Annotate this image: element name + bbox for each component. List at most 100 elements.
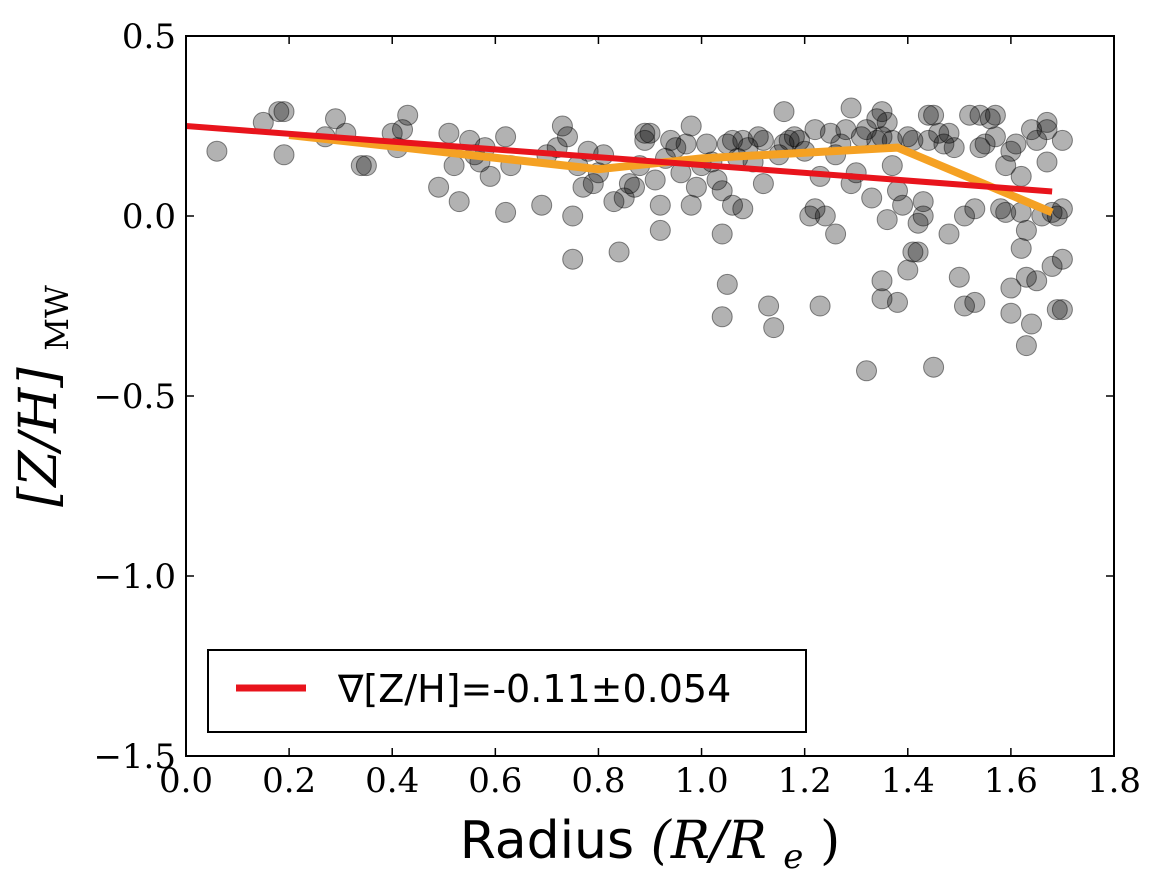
x-tick-label: 1.8 [1087, 761, 1141, 801]
scatter-point-145 [984, 104, 1006, 126]
scatter-point-103 [856, 360, 877, 382]
scatter-point-41 [613, 187, 635, 209]
x-axis-label: Radius (R/R e ) [460, 811, 841, 881]
scatter-point-161 [1021, 119, 1042, 141]
scatter-point-46 [634, 122, 656, 144]
x-tick-label: 0.8 [571, 761, 625, 801]
scatter-point-32 [562, 248, 584, 270]
scatter-point-43 [624, 176, 645, 198]
scatter-point-144 [979, 108, 1001, 130]
scatter-point-90 [809, 295, 831, 317]
scatter-point-112 [876, 111, 898, 133]
scatter-point-153 [1005, 133, 1027, 155]
scatter-point-154 [1010, 165, 1032, 187]
x-axis-label-main: Radius [460, 811, 634, 871]
trend-lines [185, 123, 1054, 217]
scatter-point-62 [706, 169, 728, 191]
scatter-point-126 [917, 104, 939, 126]
scatter-point-110 [871, 288, 893, 310]
scatter-point-36 [582, 173, 604, 195]
x-tick-label: 0.6 [468, 761, 522, 801]
x-tick-label: 0.4 [365, 761, 419, 801]
scatter-point-114 [881, 155, 903, 177]
scatter-point-56 [680, 115, 702, 137]
scatter-point-52 [660, 129, 682, 151]
scatter-point-109 [871, 270, 893, 292]
scatter-point-148 [995, 201, 1017, 223]
scatter-point-88 [804, 198, 826, 220]
y-tick-label: −0.5 [93, 377, 176, 417]
scatter-point-131 [933, 133, 955, 155]
scatter-point-68 [722, 129, 743, 151]
x-tick-label: 0.0 [159, 761, 213, 801]
scatter-point-108 [871, 101, 893, 123]
scatter-point-87 [799, 205, 821, 227]
scatter-point-156 [1010, 237, 1032, 259]
legend-label-fit: ∇[Z/H]=-0.11±0.054 [337, 667, 731, 711]
scatter-point-167 [1036, 111, 1058, 133]
scatter-point-24 [495, 201, 517, 223]
scatter-point-55 [675, 133, 697, 155]
scatter-point-22 [479, 165, 501, 187]
y-tick-label: −1.5 [93, 737, 176, 777]
scatter-point-72 [732, 198, 754, 220]
scatter-point-133 [938, 223, 960, 245]
gradient-fit-line [185, 123, 1053, 195]
scatter-point-158 [1015, 219, 1037, 241]
binned-mean-line [288, 131, 1054, 217]
scatter-point-140 [964, 198, 986, 220]
scatter-point-149 [995, 155, 1017, 177]
scatter-points [206, 97, 1073, 382]
scatter-point-39 [603, 191, 625, 213]
scatter-point-29 [551, 115, 573, 137]
scatter-point-120 [902, 241, 924, 263]
scatter-point-125 [912, 205, 934, 227]
x-axis-label-sub: e [783, 837, 803, 877]
x-tick-label: 1.2 [778, 761, 832, 801]
scatter-point-17 [448, 191, 470, 213]
x-tick-label: 1.0 [675, 761, 729, 801]
scatter-point-163 [1026, 270, 1048, 292]
axis-ticks: 0.0 0.2 0.4 0.6 0.8 1.0 1.2 1.4 1.6 1.8 0.5 0.0 −0.5… [93, 17, 1141, 801]
scatter-point-151 [1000, 277, 1022, 299]
y-axis-label: [Z/H] MW [9, 285, 76, 507]
scatter-point-104 [861, 187, 883, 209]
scatter-point-67 [716, 273, 738, 295]
scatter-point-9 [355, 155, 377, 177]
scatter-point-119 [897, 126, 919, 148]
x-tick-label: 0.2 [262, 761, 316, 801]
scatter-point-34 [572, 176, 594, 198]
scatter-point-168 [1041, 255, 1063, 277]
scatter-point-117 [892, 194, 914, 216]
scatter-point-82 [773, 101, 795, 123]
legend-box [207, 649, 807, 733]
scatter-point-105 [866, 108, 888, 130]
scatter-point-137 [954, 295, 975, 317]
scatter-point-13 [397, 104, 419, 126]
scatter-point-132 [938, 122, 960, 144]
scatter-point-118 [897, 259, 919, 281]
scatter-point-92 [814, 205, 836, 227]
scatter-point-58 [685, 176, 707, 198]
scatter-point-30 [557, 126, 578, 148]
scatter-point-171 [1051, 129, 1073, 151]
y-axis-label-sub: MW [38, 285, 76, 351]
scatter-point-16 [443, 155, 465, 177]
scatter-point-138 [959, 104, 981, 126]
scatter-point-135 [948, 266, 970, 288]
scatter-point-26 [531, 194, 553, 216]
scatter-point-14 [428, 176, 450, 198]
scatter-point-89 [804, 119, 826, 141]
scatter-point-152 [1000, 140, 1022, 162]
scatter-point-84 [783, 126, 805, 148]
scatter-point-111 [876, 209, 898, 231]
scatter-point-95 [825, 223, 847, 245]
scatter-point-50 [649, 219, 671, 241]
scatter-point-78 [758, 295, 780, 317]
scatter-point-173 [1051, 248, 1073, 270]
y-tick-label: 0.0 [122, 197, 176, 237]
scatter-point-57 [680, 194, 702, 216]
scatter-point-97 [835, 119, 857, 141]
